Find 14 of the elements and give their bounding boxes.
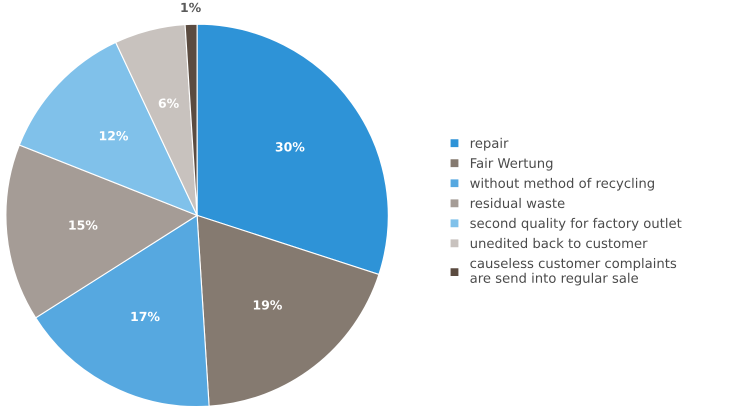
legend-label: Fair Wertung [470,158,552,171]
data-label: 17% [131,312,160,322]
data-label: 6% [158,98,179,108]
legend-label: without method of recycling [470,178,654,191]
legend-label: second quality for factory outlet [470,218,682,231]
legend-label: causeless customer complaints are send into regular sale [470,258,676,286]
data-label: 1% [181,2,201,12]
data-label: 12% [100,131,128,140]
legend-label: residual waste [470,198,564,208]
data-label: 19% [254,300,282,310]
data-label: 15% [69,220,98,230]
legend-label: repair [470,138,508,151]
data-label: 30% [276,142,304,152]
legend-label: unedited back to customer [470,238,648,248]
